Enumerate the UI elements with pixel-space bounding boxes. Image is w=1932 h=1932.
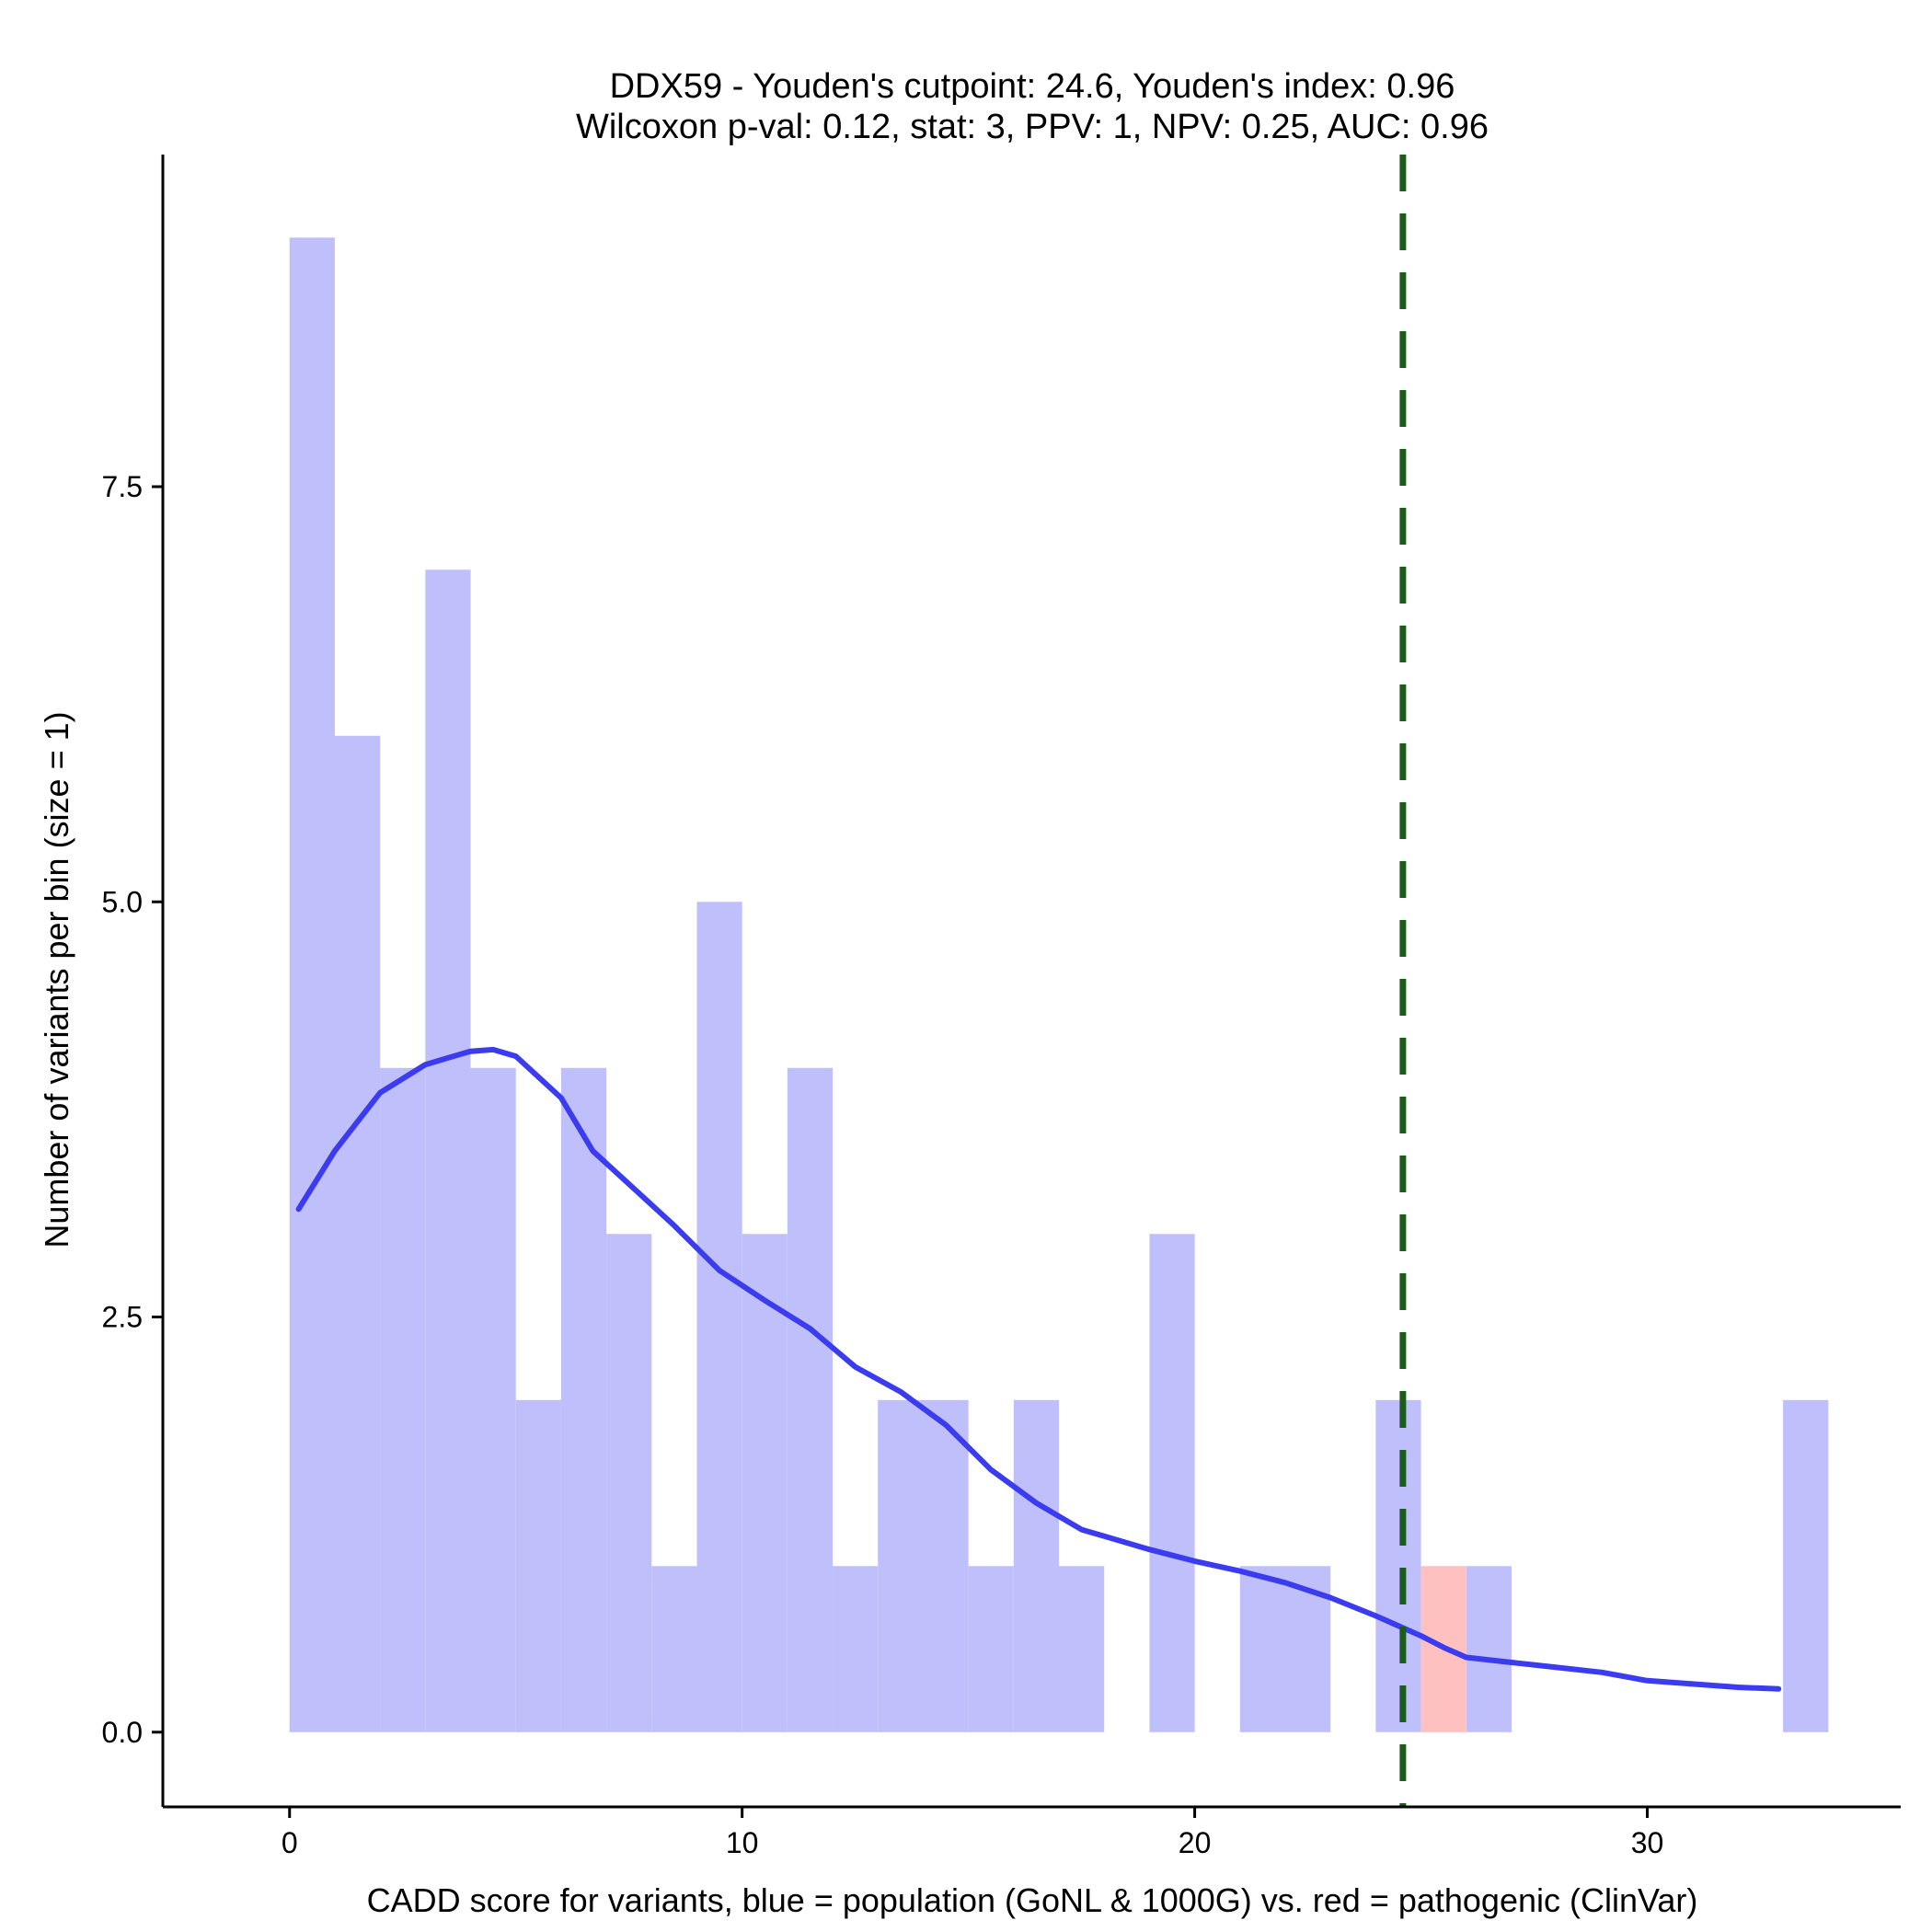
population-bar (923, 1399, 969, 1732)
chart-title-line2: Wilcoxon p-val: 0.12, stat: 3, PPV: 1, N… (576, 108, 1489, 146)
y-tick-label: 7.5 (102, 470, 143, 503)
y-tick-label: 0.0 (102, 1716, 143, 1749)
population-bar (787, 1067, 834, 1732)
population-bar (1239, 1566, 1285, 1732)
population-bar (334, 735, 381, 1732)
population-bar (968, 1566, 1014, 1732)
population-bar (1013, 1399, 1060, 1732)
x-axis-label: CADD score for variants, blue = populati… (367, 1881, 1698, 1919)
population-bar (425, 569, 471, 1732)
chart-title-line1: DDX59 - Youden's cutpoint: 24.6, Youden'… (610, 67, 1455, 106)
density-curve-layer (295, 1046, 1782, 1692)
x-tick-label: 30 (1631, 1826, 1664, 1859)
population-bar (515, 1399, 561, 1732)
x-tick-label: 20 (1179, 1826, 1212, 1859)
population-bar (833, 1566, 879, 1732)
population-bar (1059, 1566, 1105, 1732)
x-tick-label: 0 (282, 1826, 298, 1859)
y-tick-label: 5.0 (102, 885, 143, 918)
y-tick-label: 2.5 (102, 1301, 143, 1334)
population-bar (651, 1566, 697, 1732)
population-bar (878, 1399, 924, 1732)
density-curve-line (295, 1046, 1782, 1692)
population-bar (1375, 1399, 1421, 1732)
population-bar (380, 1067, 426, 1732)
x-tick-label: 10 (726, 1826, 759, 1859)
y-axis-ticks: 0.0 2.5 5.0 7.5 (102, 470, 163, 1749)
population-bar (289, 237, 335, 1732)
x-axis-ticks: 0 10 20 30 (282, 1807, 1663, 1859)
population-bar (742, 1234, 788, 1732)
population-bar (1466, 1566, 1512, 1732)
population-bar (1783, 1399, 1829, 1732)
bars-layer (289, 237, 1829, 1732)
population-bar (1149, 1234, 1195, 1732)
population-bar (606, 1234, 652, 1732)
population-bar (470, 1067, 516, 1732)
population-bar (560, 1067, 607, 1732)
population-bar (696, 902, 742, 1732)
y-axis-label: Number of variants per bin (size = 1) (38, 711, 75, 1248)
